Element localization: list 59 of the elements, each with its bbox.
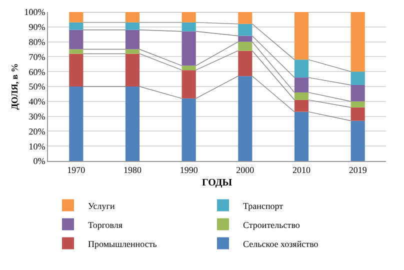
bar [350, 12, 365, 72]
bar [125, 86, 140, 161]
legend-label: Строительство [243, 220, 300, 230]
bar [294, 92, 309, 100]
bar [182, 12, 196, 22]
y-tick-label: 40% [28, 96, 46, 107]
bar [125, 54, 140, 86]
x-axis-title: ГОДЫ [202, 177, 232, 188]
bar [182, 31, 196, 66]
bar [69, 12, 84, 22]
bar [69, 22, 84, 30]
bar [182, 70, 196, 98]
bar [125, 22, 140, 30]
bar [238, 50, 252, 76]
legend-label: Услуги [88, 200, 115, 211]
bar [125, 30, 140, 50]
y-tick-label: 30% [28, 111, 46, 122]
legend-label: Торговля [88, 220, 123, 230]
legend-label: Транспорт [243, 200, 284, 211]
y-tick-label: 10% [28, 141, 46, 152]
y-tick-label: 100% [24, 7, 46, 18]
bar [182, 66, 196, 70]
x-tick-label: 2019 [348, 164, 368, 175]
bar [350, 72, 365, 86]
bar [294, 78, 309, 92]
x-tick-label: 2000 [236, 164, 255, 175]
bar [238, 36, 252, 42]
y-tick-label: 0% [33, 156, 46, 166]
bar [69, 54, 84, 86]
bar [182, 22, 196, 32]
y-tick-label: 80% [28, 36, 46, 47]
bar [238, 24, 252, 36]
bar [294, 60, 309, 78]
bar [350, 101, 365, 108]
legend-label: Сельское хозяйство [243, 238, 319, 249]
bar [125, 12, 140, 22]
legend-label: Промышленность [88, 238, 157, 249]
y-axis-title: ДОЛЯ, в % [10, 63, 20, 110]
y-tick-label: 70% [28, 52, 46, 62]
bar [350, 107, 365, 121]
bar [294, 112, 309, 161]
bar [182, 98, 196, 161]
bar [69, 86, 84, 161]
bar [238, 76, 252, 161]
bar [69, 30, 84, 50]
y-tick-label: 60% [28, 66, 46, 77]
bar [238, 42, 252, 51]
bar [350, 120, 365, 161]
y-tick-label: 20% [28, 126, 46, 136]
bar [238, 12, 252, 24]
bar [294, 12, 309, 60]
x-tick-label: 1990 [180, 164, 198, 175]
bar [350, 85, 365, 102]
y-tick-label: 50% [28, 82, 46, 92]
x-tick-label: 2010 [292, 164, 311, 175]
y-tick-label: 90% [28, 22, 46, 32]
x-tick-label: 1980 [124, 164, 142, 175]
bar [294, 100, 309, 112]
x-tick-label: 1970 [67, 164, 86, 175]
